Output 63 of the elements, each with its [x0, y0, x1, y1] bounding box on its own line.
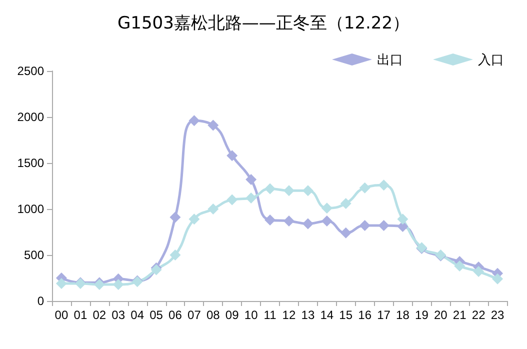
x-tick-label: 05	[150, 308, 164, 322]
point	[321, 215, 332, 226]
x-tick-label: 00	[54, 308, 68, 322]
point	[397, 214, 408, 225]
x-tick-label: 01	[74, 308, 88, 322]
x-tick-label: 02	[92, 308, 106, 322]
point	[340, 198, 352, 209]
y-tick-label: 500	[24, 248, 44, 262]
point	[321, 202, 332, 214]
chart-title: G1503嘉松北路——正冬至（12.22）	[117, 14, 410, 34]
point	[208, 120, 219, 131]
x-tick-label: 16	[358, 308, 372, 322]
x-tick-label: 23	[490, 308, 505, 322]
point	[208, 204, 219, 214]
point	[283, 215, 294, 226]
x-tick-label: 10	[244, 308, 258, 322]
x-tick-label: 03	[112, 308, 126, 322]
x-tick-label: 15	[339, 308, 353, 322]
point	[112, 278, 124, 290]
legend-label: 出口	[377, 52, 403, 67]
x-tick-label: 21	[452, 308, 467, 322]
y-tick-label: 1500	[17, 156, 44, 170]
x-tick-label: 09	[225, 308, 240, 322]
x-tick-label: 17	[377, 308, 391, 322]
point	[226, 194, 238, 206]
point	[473, 266, 484, 278]
x-tick-label: 08	[206, 308, 220, 322]
point	[283, 185, 294, 196]
point	[188, 214, 200, 225]
y-tick-label: 1000	[17, 202, 44, 216]
point	[378, 180, 390, 191]
y-tick-label: 0	[37, 294, 44, 308]
y-tick-label: 2500	[17, 64, 44, 78]
point	[226, 150, 238, 162]
point	[378, 220, 390, 232]
x-tick-label: 12	[282, 308, 296, 322]
point	[302, 185, 314, 196]
x-tick-label: 11	[264, 308, 277, 322]
point	[359, 182, 370, 194]
point	[340, 227, 352, 238]
x-tick-label: 22	[472, 308, 486, 322]
point	[170, 212, 181, 223]
x-tick-label: 07	[188, 308, 202, 322]
point	[492, 273, 504, 284]
legend-label: 入口	[478, 52, 504, 67]
point	[188, 115, 200, 126]
point	[56, 278, 67, 290]
point	[246, 192, 257, 204]
x-tick-label: 06	[168, 308, 182, 322]
x-tick-label: 14	[320, 308, 334, 322]
x-tick-label: 19	[415, 308, 429, 322]
point	[264, 183, 276, 194]
point	[170, 250, 181, 260]
x-tick-label: 13	[301, 308, 315, 322]
point	[246, 174, 257, 186]
x-tick-label: 04	[130, 308, 144, 322]
point	[264, 214, 276, 226]
x-tick-label: 18	[396, 308, 410, 322]
y-tick-label: 2000	[17, 110, 44, 124]
point	[302, 218, 314, 230]
x-tick-label: 20	[434, 308, 448, 322]
point	[454, 260, 466, 272]
point	[359, 220, 370, 232]
